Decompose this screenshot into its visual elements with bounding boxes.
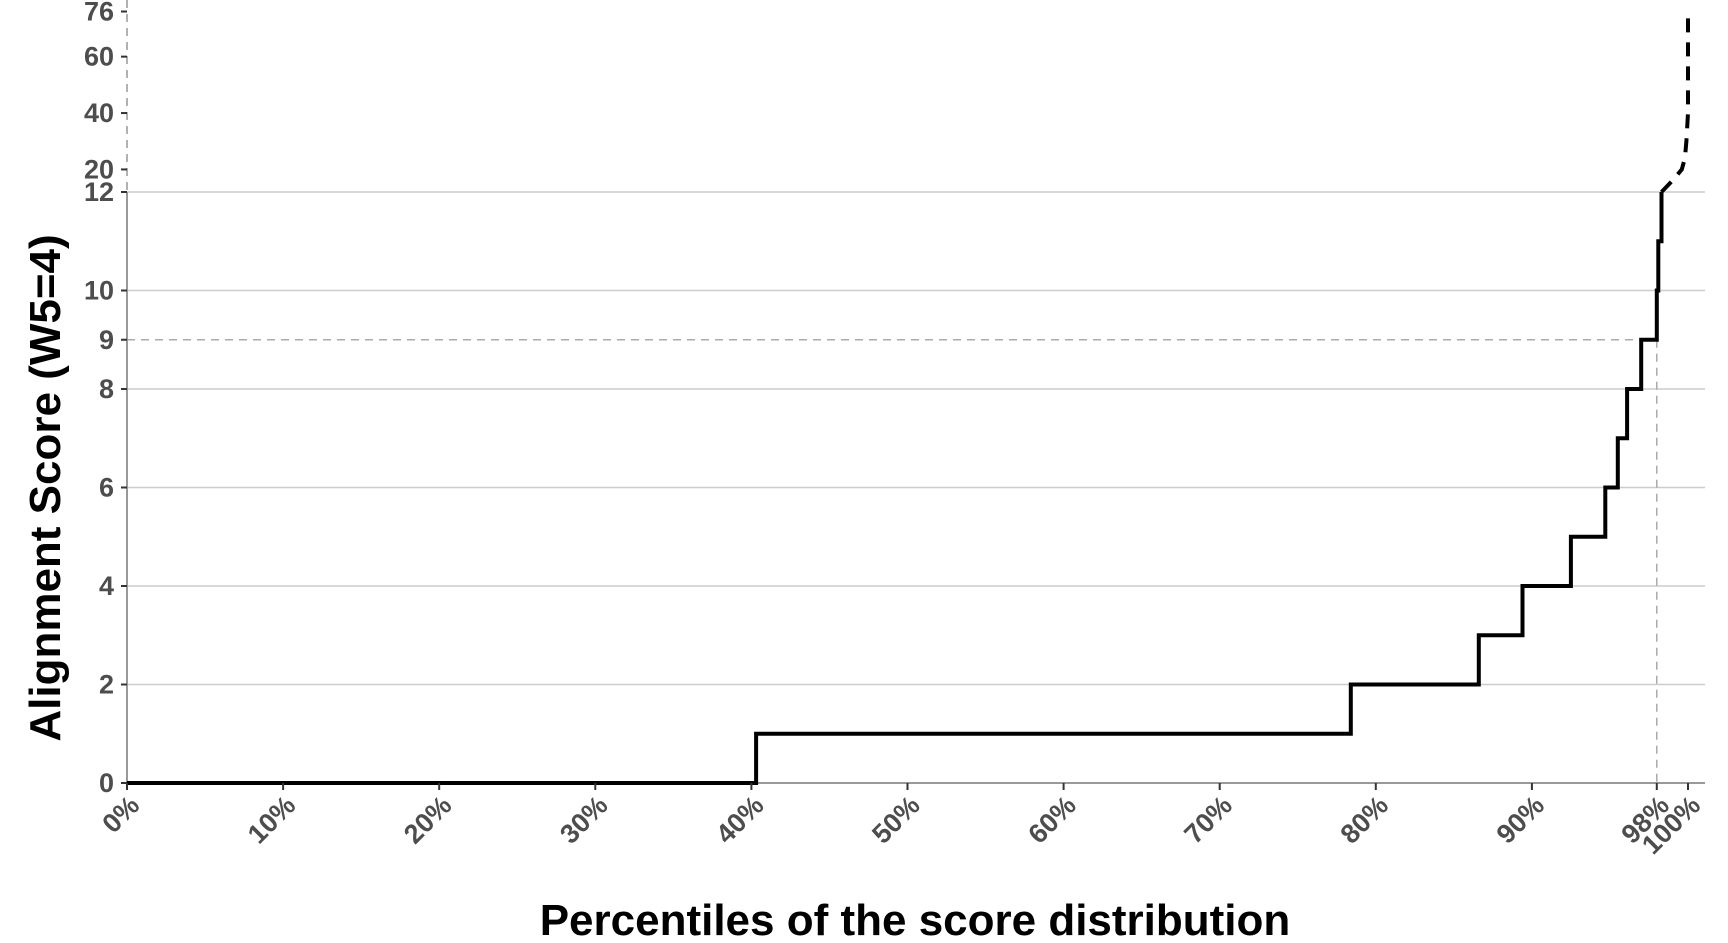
x-tick-label: 20%: [398, 790, 457, 849]
x-tick-label: 70%: [1179, 790, 1238, 849]
y-tick-label: 8: [99, 374, 114, 404]
y-axis-title: Alignment Score (W5=4): [21, 234, 70, 741]
y-tick-label: 6: [99, 473, 114, 503]
x-tick-label: 10%: [242, 790, 301, 849]
grid-lines: [127, 191, 1705, 784]
reference-lines: [127, 339, 1658, 783]
y-tick-label: 76: [84, 0, 114, 27]
x-tick-labels: 0% 10% 20% 30% 40% 50% 60% 70% 80% 90% 98%100%: [96, 783, 1706, 860]
x-tick-label: 40%: [710, 790, 769, 849]
y-tick-label: 20: [84, 154, 114, 184]
y-tick-label: 40: [84, 98, 114, 128]
x-tick-label: 80%: [1335, 790, 1394, 849]
x-tick-label: 30%: [554, 790, 613, 849]
y-tick-label: 12: [84, 177, 114, 207]
y-tick-label: 0: [99, 768, 114, 798]
y-tick-label: 10: [84, 276, 114, 306]
series-line-solid: [127, 192, 1664, 785]
x-tick-label: 60%: [1022, 790, 1081, 849]
y-tick-label: 60: [84, 42, 114, 72]
y-tick-label: 2: [99, 670, 114, 700]
series-line-dashed: [1660, 11, 1690, 194]
y-tick-label: 4: [99, 571, 114, 601]
x-tick-label: 50%: [866, 790, 925, 849]
axes: [126, 0, 1705, 784]
x-axis-title: Percentiles of the score distribution: [540, 896, 1291, 943]
x-tick-label: 90%: [1491, 790, 1550, 849]
data-series: [127, 11, 1690, 785]
y-tick-label: 9: [99, 325, 114, 355]
